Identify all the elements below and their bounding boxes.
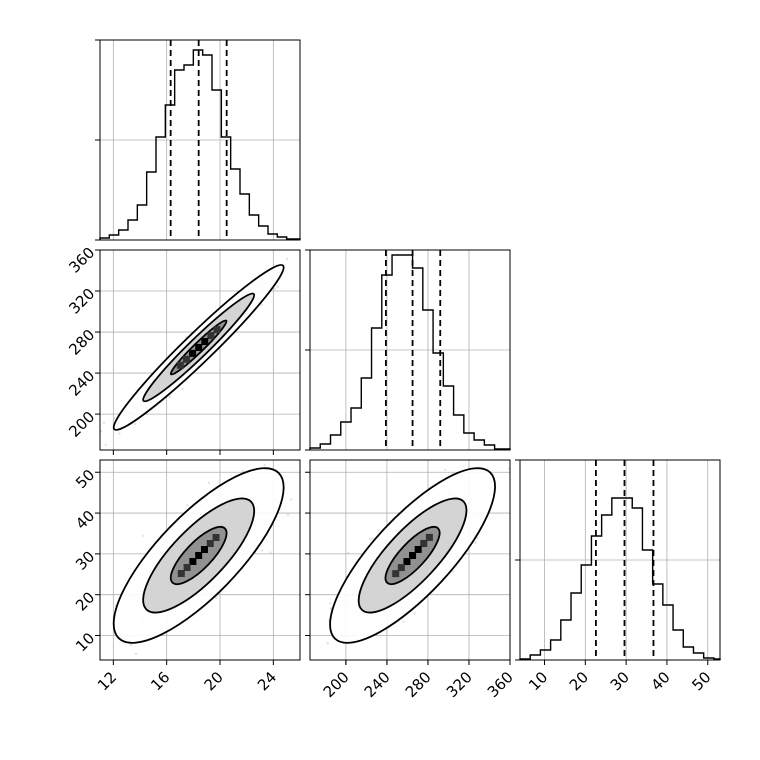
- scatter-point: [129, 644, 133, 647]
- scatter-panel-0-1: [92, 249, 301, 451]
- histogram-step-2: [519, 497, 721, 660]
- density-core-cell: [189, 558, 197, 566]
- scatter-point: [371, 537, 374, 540]
- scatter-point: [214, 596, 218, 600]
- density-core-cell: [207, 332, 215, 340]
- scatter-point: [329, 607, 332, 610]
- scatter-point: [260, 549, 264, 552]
- density-core-cell: [200, 546, 208, 554]
- density-core-cell: [195, 552, 203, 560]
- scatter-point: [269, 551, 272, 554]
- density-core-cell: [189, 349, 197, 357]
- scatter-point: [92, 444, 94, 446]
- density-core-cell: [183, 564, 191, 572]
- scatter-point: [185, 504, 189, 507]
- panel-frame-0-1: [99, 249, 301, 451]
- density-core-cell: [213, 326, 221, 334]
- scatter-point: [290, 498, 293, 501]
- density-core-cell: [177, 569, 185, 577]
- panel-frame-0-2: [99, 459, 301, 661]
- scatter-point: [444, 468, 447, 471]
- histogram-panel-0: [95, 39, 301, 241]
- scatter-point: [241, 469, 245, 472]
- scatter-point: [402, 620, 405, 623]
- scatter-point: [413, 612, 416, 615]
- scatter-panel-1-2: [309, 459, 511, 661]
- density-core: [176, 326, 221, 369]
- histogram-step-1: [309, 254, 511, 450]
- density-core-cell: [195, 343, 203, 351]
- scatter-panel-0-2: [99, 459, 319, 661]
- panel-frame-1-1: [309, 249, 511, 451]
- scatter-point: [260, 303, 263, 307]
- scatter-point: [100, 430, 103, 433]
- scatter-point: [134, 422, 137, 426]
- density-core-cell: [182, 355, 190, 363]
- scatter-point: [113, 417, 116, 420]
- scatter-point: [276, 285, 280, 289]
- scatter-point: [181, 387, 184, 391]
- panel-frame-0-0: [99, 39, 301, 241]
- histogram-panel-1: [305, 249, 511, 451]
- scatter-point: [118, 432, 121, 435]
- scatter-point: [102, 421, 106, 424]
- scatter-point: [134, 652, 138, 656]
- scatter-point: [142, 534, 145, 537]
- scatter-point: [285, 257, 289, 261]
- density-core: [177, 534, 220, 577]
- density-core-cell: [206, 540, 214, 548]
- density-core-cell: [201, 338, 209, 346]
- scatter-point: [273, 287, 277, 290]
- histogram-panel-2: [515, 459, 721, 661]
- scatter-point: [263, 463, 266, 466]
- histogram-step-0: [99, 49, 301, 240]
- scatter-point: [207, 481, 211, 484]
- density-core-cell: [176, 361, 184, 369]
- density-core-cell: [212, 534, 220, 542]
- panel-frame-2-2: [519, 459, 721, 661]
- scatter-point: [377, 529, 380, 532]
- scatter-point: [317, 475, 319, 477]
- scatter-point: [104, 443, 107, 447]
- scatter-point: [168, 395, 171, 399]
- scatter-point: [286, 513, 290, 517]
